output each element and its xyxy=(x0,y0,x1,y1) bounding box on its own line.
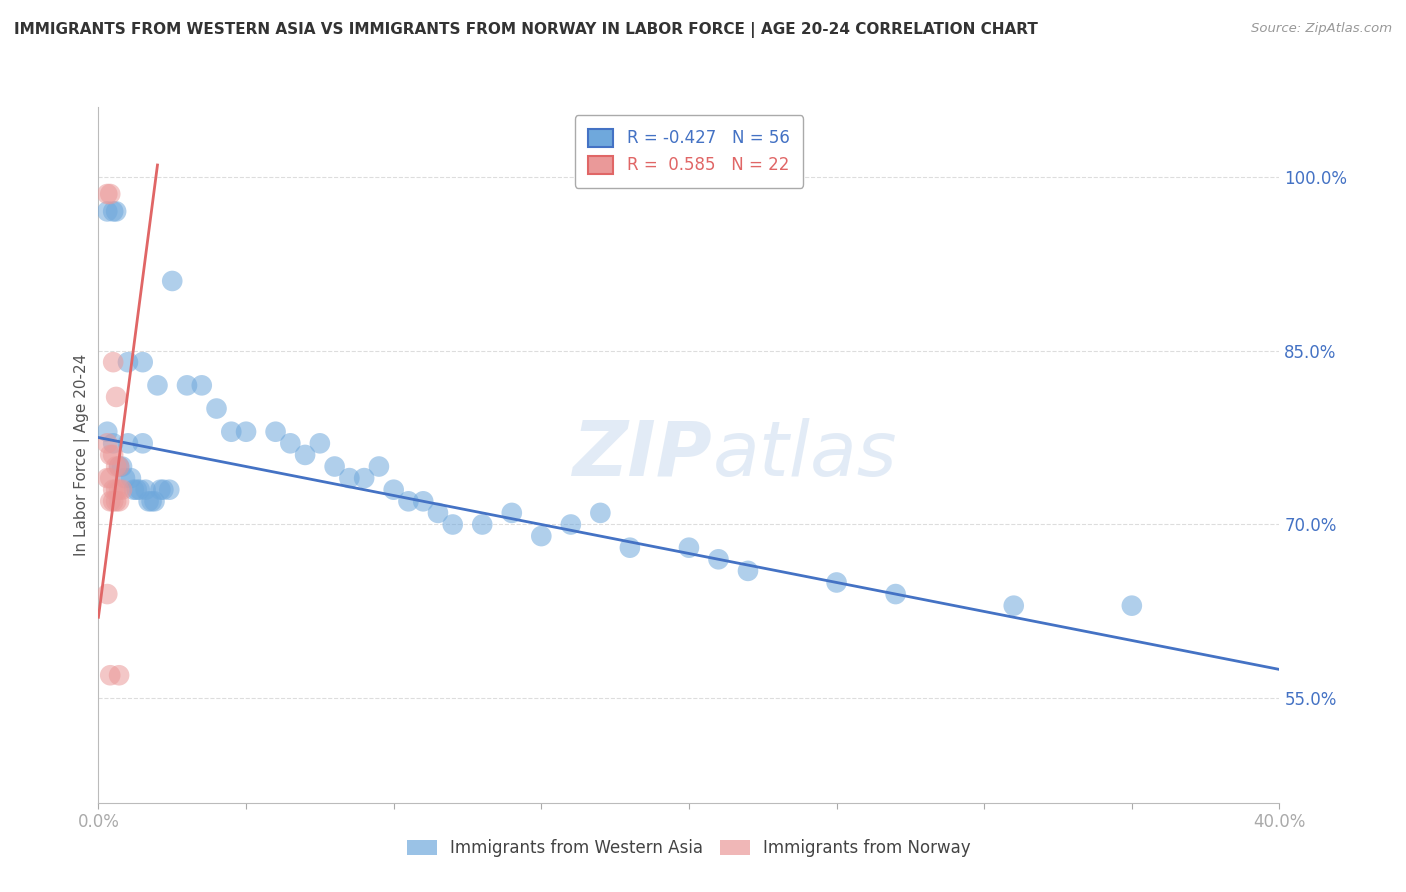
Point xyxy=(117,355,139,369)
Point xyxy=(427,506,450,520)
Point xyxy=(105,494,128,508)
Point xyxy=(191,378,214,392)
Point xyxy=(132,436,155,450)
Point xyxy=(108,459,131,474)
Point xyxy=(530,529,553,543)
Point xyxy=(205,401,228,416)
Point xyxy=(108,483,131,497)
Point xyxy=(368,459,391,474)
Point xyxy=(162,274,183,288)
Point xyxy=(96,204,118,219)
Point xyxy=(219,425,242,439)
Point xyxy=(128,483,150,497)
Point xyxy=(560,517,582,532)
Point xyxy=(278,436,302,450)
Point xyxy=(132,355,155,369)
Point xyxy=(111,483,134,497)
Point xyxy=(737,564,759,578)
Point xyxy=(117,436,139,450)
Point xyxy=(309,436,332,450)
Point xyxy=(96,587,118,601)
Text: IMMIGRANTS FROM WESTERN ASIA VS IMMIGRANTS FROM NORWAY IN LABOR FORCE | AGE 20-2: IMMIGRANTS FROM WESTERN ASIA VS IMMIGRAN… xyxy=(14,22,1038,38)
Point xyxy=(103,436,125,450)
Point xyxy=(441,517,464,532)
Point xyxy=(96,187,118,202)
Point xyxy=(471,517,494,532)
Point xyxy=(396,494,419,508)
Point xyxy=(1002,599,1025,613)
Point xyxy=(707,552,730,566)
Text: Source: ZipAtlas.com: Source: ZipAtlas.com xyxy=(1251,22,1392,36)
Point xyxy=(589,506,612,520)
Point xyxy=(235,425,257,439)
Point xyxy=(382,483,405,497)
Point xyxy=(825,575,848,590)
Point xyxy=(337,471,360,485)
Point xyxy=(105,459,128,474)
Point xyxy=(264,425,287,439)
Point xyxy=(103,448,125,462)
Point xyxy=(98,471,121,485)
Point xyxy=(149,483,172,497)
Point xyxy=(103,204,125,219)
Point xyxy=(619,541,641,555)
Point xyxy=(120,471,142,485)
Point xyxy=(98,448,121,462)
Point xyxy=(105,483,128,497)
Point xyxy=(141,494,163,508)
Point xyxy=(353,471,375,485)
Point xyxy=(157,483,180,497)
Point xyxy=(125,483,148,497)
Point xyxy=(884,587,907,601)
Point xyxy=(103,483,125,497)
Y-axis label: In Labor Force | Age 20-24: In Labor Force | Age 20-24 xyxy=(73,354,90,556)
Point xyxy=(103,355,125,369)
Point xyxy=(1121,599,1143,613)
Point xyxy=(96,425,118,439)
Point xyxy=(98,494,121,508)
Point xyxy=(108,459,131,474)
Point xyxy=(678,541,700,555)
Point xyxy=(176,378,198,392)
Point xyxy=(96,471,118,485)
Point xyxy=(108,668,131,682)
Point xyxy=(323,459,346,474)
Point xyxy=(103,494,125,508)
Point xyxy=(98,668,121,682)
Point xyxy=(96,436,118,450)
Point xyxy=(143,494,166,508)
Point xyxy=(105,390,128,404)
Point xyxy=(111,459,134,474)
Point xyxy=(114,471,136,485)
Point xyxy=(98,187,121,202)
Point xyxy=(122,483,145,497)
Point xyxy=(138,494,160,508)
Point xyxy=(146,378,169,392)
Point xyxy=(412,494,434,508)
Point xyxy=(152,483,174,497)
Text: ZIP: ZIP xyxy=(572,418,713,491)
Point xyxy=(108,494,131,508)
Point xyxy=(135,483,157,497)
Legend: Immigrants from Western Asia, Immigrants from Norway: Immigrants from Western Asia, Immigrants… xyxy=(401,833,977,864)
Point xyxy=(501,506,523,520)
Point xyxy=(105,204,128,219)
Text: atlas: atlas xyxy=(713,418,897,491)
Point xyxy=(294,448,316,462)
